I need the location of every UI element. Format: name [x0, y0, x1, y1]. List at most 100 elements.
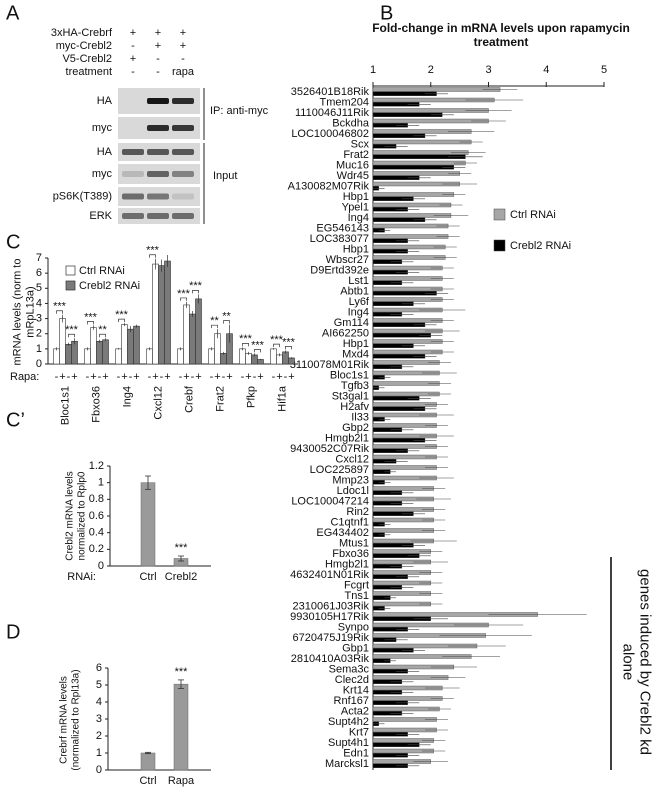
x-tick-label: Ctrl — [139, 775, 156, 787]
category-label: St3gal1 — [332, 390, 369, 402]
y-tick-label: 1 — [96, 747, 102, 759]
y-tick-label: 6 — [96, 662, 102, 674]
rapa-state: - — [98, 371, 102, 383]
bar — [195, 298, 202, 365]
y-tick-label: 0.2 — [89, 543, 104, 555]
significance-bracket — [68, 333, 75, 338]
panel-letter: D — [6, 621, 20, 643]
significance-bracket — [87, 321, 94, 325]
category-label: Il33 — [351, 411, 369, 423]
rapa-state: + — [195, 371, 201, 383]
blot-band — [172, 193, 194, 200]
significance-label: *** — [282, 336, 296, 348]
category-label: Synpo — [338, 621, 369, 633]
category-label: Hbp1 — [343, 338, 369, 350]
bar — [140, 752, 156, 771]
significance-label: *** — [270, 334, 284, 346]
significance-bracket — [56, 310, 63, 314]
blot-band — [147, 171, 169, 177]
rapa-state: - — [284, 371, 288, 383]
rapa-state: - — [129, 371, 133, 383]
x-axis-label: RNAi: — [67, 571, 96, 583]
category-label: Pfkp — [245, 386, 257, 408]
blot-band — [122, 213, 144, 219]
rapa-state: - — [241, 371, 245, 383]
category-label: Mtus1 — [339, 537, 369, 549]
category-label: Supt4h2 — [328, 716, 369, 728]
bar — [53, 348, 60, 365]
category-label: Cxcl12 — [335, 453, 369, 465]
category-label: Edn1 — [343, 747, 369, 759]
category-label: Krt14 — [343, 684, 369, 696]
blot-band — [147, 149, 169, 155]
y-tick-label: 4 — [96, 696, 102, 708]
rapa-state: + — [257, 371, 263, 383]
rapa-state: + — [183, 371, 189, 383]
category-label: Krt7 — [349, 726, 369, 738]
category-label: Acta2 — [341, 705, 369, 717]
rapa-state: - — [148, 371, 152, 383]
bar — [96, 340, 103, 365]
rapa-state: - — [222, 371, 226, 383]
significance-label: *** — [175, 666, 189, 678]
rapa-state: + — [71, 371, 77, 383]
lane-sign: - — [156, 66, 160, 78]
rapa-state: + — [226, 371, 232, 383]
significance-label: *** — [189, 280, 203, 292]
panel-letter: A — [6, 2, 20, 24]
bar — [372, 139, 472, 145]
panel-letter: B — [380, 2, 393, 24]
blot-label: pS6K(T389) — [53, 190, 112, 202]
category-label: LOC225897 — [310, 464, 369, 476]
y-tick-label: 1.2 — [89, 460, 104, 472]
significance-bracket — [211, 324, 218, 329]
category-label: Frat2 — [343, 149, 369, 161]
category-label: A130082M07Rik — [288, 180, 370, 192]
group-label: Input — [213, 170, 237, 182]
lane-sign: + — [130, 53, 136, 65]
blot-band — [147, 125, 169, 131]
significance-bracket — [192, 289, 199, 294]
y-tick-label: 5 — [96, 679, 102, 691]
y-tick-label: 0.8 — [89, 493, 104, 505]
lane-sign: - — [181, 53, 185, 65]
condition-label: treatment — [66, 66, 112, 78]
legend-swatch — [493, 239, 506, 252]
significance-label: *** — [65, 324, 79, 336]
bar — [177, 348, 184, 365]
bar — [239, 348, 246, 365]
rapa-state: - — [179, 371, 183, 383]
y-tick-label: 0.4 — [89, 527, 104, 539]
significance-bracket — [285, 346, 292, 350]
blot-band — [172, 213, 194, 219]
chart-title: Fold-change in mRNA levels upon rapamyci… — [372, 21, 630, 49]
category-label: Hbp1 — [343, 191, 369, 203]
rapa-state: + — [152, 371, 158, 383]
category-label: Ldoc1l — [337, 485, 369, 497]
condition-label: V5-Crebl2 — [62, 53, 112, 65]
significance-label: *** — [251, 339, 265, 351]
category-label: Marcksl1 — [325, 758, 369, 770]
x-tick-label: Rapa — [168, 775, 195, 787]
lane-sign: + — [155, 27, 161, 39]
blot-band — [172, 171, 194, 177]
category-label: Rin2 — [346, 506, 369, 518]
rapa-state: + — [133, 371, 139, 383]
category-label: Lst1 — [348, 275, 369, 287]
significance-bracket — [180, 297, 187, 301]
bar — [84, 348, 91, 365]
category-label: Fcgrt — [344, 579, 369, 591]
category-label: Hmgb2l1 — [325, 432, 369, 444]
blot-label: HA — [97, 95, 113, 107]
category-label: 3526401B18Rik — [291, 86, 370, 98]
category-label: Wdr45 — [337, 170, 369, 182]
bar — [208, 348, 215, 365]
category-label: Fbxo36 — [90, 386, 102, 423]
significance-bracket — [242, 342, 249, 347]
legend-label: Ctrl RNAi — [510, 209, 556, 221]
bar — [372, 171, 460, 176]
y-tick-label: 0 — [98, 560, 104, 572]
bar — [372, 165, 455, 170]
